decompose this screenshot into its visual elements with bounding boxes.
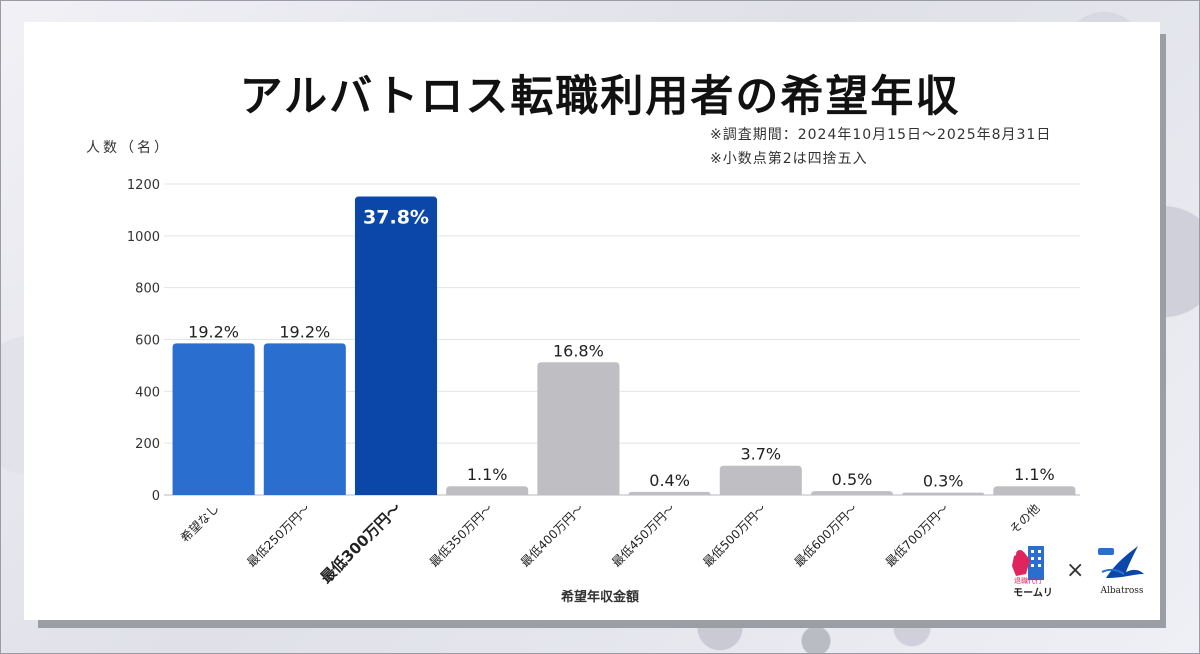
y-axis-label: 人数（名） [86,140,171,156]
y-tick-label: 1200 [127,178,160,193]
albatross-bird-icon [1098,546,1144,578]
survey-period-note: ※調査期間：2024年10月15日～2025年8月31日 [710,127,1052,143]
bar [628,491,711,495]
x-tick-label: 最低350万円～ [427,501,496,570]
momuri-logo-text: モームリ [1013,588,1053,599]
x-tick-label: 最低700万円～ [883,501,952,570]
bar [810,491,894,495]
x-tick-label: 最低400万円～ [518,501,587,570]
times-separator: × [1066,558,1085,583]
logo-group: 退職代行 モームリ × Albatross [1008,544,1148,600]
x-tick-label: 最低250万円～ [244,501,313,570]
data-label: 37.8% [363,206,429,228]
y-tick-label: 200 [135,437,160,452]
momuri-logo: 退職代行 モームリ [1008,544,1058,600]
bar [993,486,1076,495]
momuri-building-icon: 退職代行 [1012,546,1044,585]
albatross-logo: Albatross [1096,544,1148,600]
data-label: 0.3% [923,472,964,491]
x-tick-label: その他 [1007,501,1042,536]
bar [902,492,985,495]
data-label: 0.5% [832,470,873,489]
bar [172,343,255,495]
bar [354,196,438,495]
y-tick-label: 1000 [127,230,160,245]
chart-title: アルバトロス転職利用者の希望年収 [239,72,961,122]
x-tick-label: 希望なし [177,501,222,546]
y-tick-label: 0 [152,489,160,504]
chart-card [24,22,1160,620]
data-label: 0.4% [649,471,690,490]
bar [719,465,802,495]
y-tick-label: 600 [135,334,160,349]
x-tick-label: 最低300万円～ [317,499,405,587]
data-label: 1.1% [1014,465,1055,484]
x-axis-label: 希望年収金額 [561,589,639,605]
bar [446,486,529,495]
albatross-logo-text: Albatross [1100,586,1144,596]
bar [263,343,346,495]
rounding-note: ※小数点第2は四捨五入 [710,151,868,167]
y-tick-label: 800 [135,282,160,297]
x-tick-label: 最低600万円～ [792,501,861,570]
x-tick-label: 最低500万円～ [700,501,769,570]
data-label: 3.7% [740,445,781,464]
data-label: 19.2% [188,322,239,341]
data-label: 19.2% [279,322,330,341]
momuri-small-label: 退職代行 [1014,576,1042,584]
x-tick-label: 最低450万円～ [609,501,678,570]
data-label: 1.1% [467,465,508,484]
data-label: 16.8% [553,341,604,360]
y-tick-label: 400 [135,385,160,400]
bar [537,362,620,495]
